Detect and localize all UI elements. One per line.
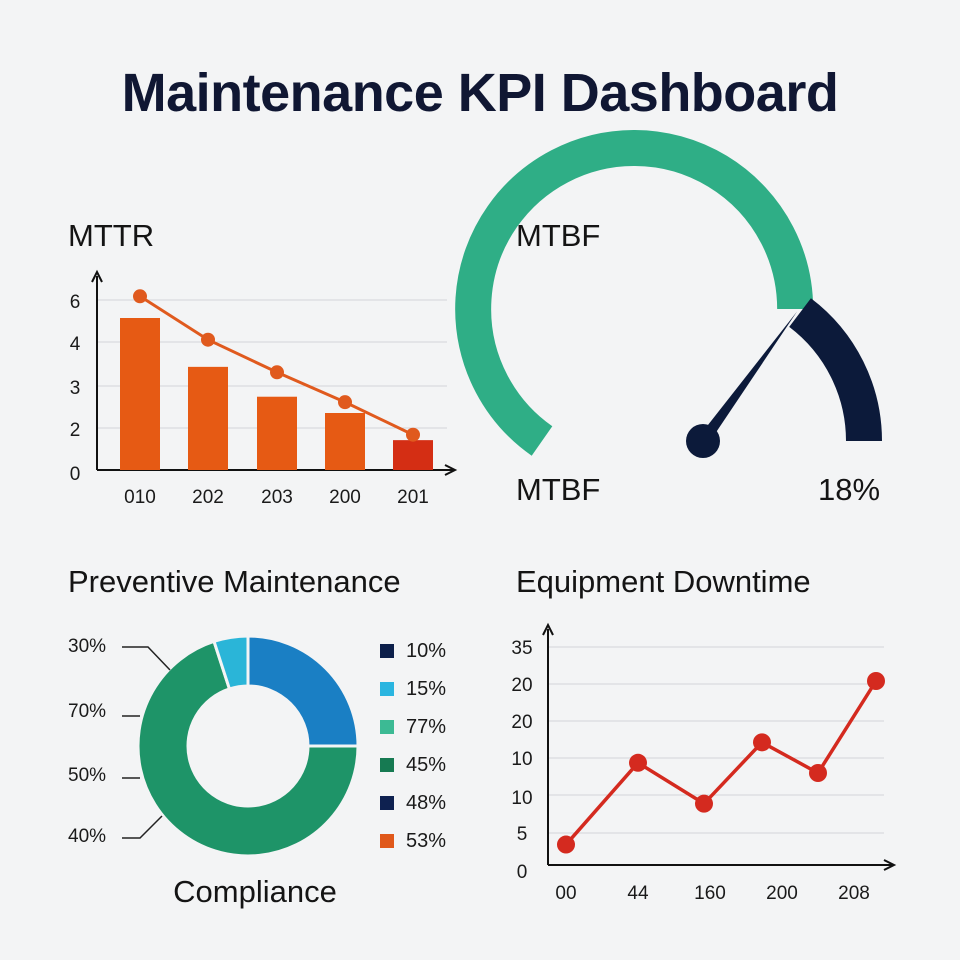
mttr-chart: 6 4 3 2 0 010 202 203 200 201	[70, 269, 458, 508]
mttr-bar	[188, 366, 228, 470]
legend-item: 10%	[380, 632, 446, 670]
x-tick-label: 00	[555, 883, 576, 904]
legend-label: 45%	[406, 753, 447, 776]
x-axis-arrow	[883, 859, 897, 871]
mttr-trend-point	[201, 332, 215, 347]
legend-label: 48%	[406, 791, 447, 814]
x-tick-label: 201	[397, 487, 429, 508]
downtime-point	[753, 733, 771, 752]
preventive-donut	[122, 634, 360, 858]
x-tick-label: 203	[261, 487, 293, 508]
x-tick-label: 200	[766, 883, 798, 904]
y-tick-label: 5	[517, 824, 528, 845]
legend-item: 48%	[380, 784, 446, 822]
gauge-segment	[788, 298, 882, 442]
gauge-segment	[455, 129, 814, 456]
x-tick-label: 010	[124, 487, 156, 508]
legend-item: 53%	[380, 822, 446, 860]
mttr-bar	[120, 318, 160, 470]
y-tick-label: 0	[517, 862, 528, 883]
preventive-title: Preventive Maintenance	[68, 564, 401, 599]
mtbf-percent: 18%	[818, 472, 881, 507]
legend-label: 10%	[406, 639, 447, 662]
legend-item: 45%	[380, 746, 446, 784]
donut-slice	[246, 634, 360, 748]
leader-line	[122, 815, 163, 839]
legend-swatch	[380, 796, 394, 810]
pie-side-label: 30%	[68, 636, 107, 657]
gauge-hub	[686, 424, 720, 458]
y-tick-label: 20	[511, 712, 532, 733]
y-tick-label: 20	[511, 675, 532, 696]
legend-swatch	[380, 720, 394, 734]
y-tick-label: 10	[511, 749, 532, 770]
mttr-title: MTTR	[68, 218, 155, 253]
mttr-trend-point	[406, 427, 420, 442]
preventive-legend: 10% 15% 77% 45% 48% 53%	[380, 632, 446, 860]
legend-swatch	[380, 758, 394, 772]
y-tick-label: 4	[70, 334, 81, 355]
leader-line	[122, 646, 171, 671]
x-axis-arrow	[444, 464, 458, 476]
downtime-point	[629, 753, 647, 772]
y-tick-label: 3	[70, 378, 81, 399]
y-axis-arrow	[91, 269, 103, 283]
gauge-needle	[698, 311, 798, 445]
mttr-trend-point	[133, 289, 147, 304]
y-tick-label: 6	[70, 292, 81, 313]
x-tick-label: 44	[627, 883, 649, 904]
y-tick-label: 10	[511, 788, 532, 809]
pie-side-label: 70%	[68, 701, 107, 722]
downtime-point	[809, 764, 827, 782]
y-tick-label: 0	[70, 464, 81, 485]
downtime-point	[867, 672, 885, 690]
x-tick-label: 208	[838, 883, 870, 904]
dashboard-title: Maintenance KPI Dashboard	[121, 63, 839, 123]
downtime-point	[557, 835, 575, 854]
mtbf-label: MTBF	[516, 472, 601, 507]
mttr-bar	[393, 440, 433, 470]
downtime-point	[695, 794, 713, 813]
downtime-title: Equipment Downtime	[516, 564, 811, 599]
mtbf-title: MTBF	[516, 218, 601, 253]
legend-label: 53%	[406, 829, 447, 852]
y-tick-label: 2	[70, 420, 81, 441]
x-tick-label: 202	[192, 487, 224, 508]
mtbf-gauge	[455, 129, 882, 458]
legend-item: 77%	[380, 708, 446, 746]
pie-side-label: 50%	[68, 765, 107, 786]
compliance-label: Compliance	[173, 874, 337, 909]
pie-side-label: 40%	[68, 826, 107, 847]
mttr-trend-point	[270, 365, 284, 380]
x-tick-label: 160	[694, 883, 726, 904]
x-tick-label: 200	[329, 487, 361, 508]
legend-swatch	[380, 682, 394, 696]
donut-slice	[136, 639, 360, 858]
y-axis-arrow	[542, 622, 554, 636]
mttr-bar	[325, 413, 365, 470]
legend-item: 15%	[380, 670, 446, 708]
y-tick-label: 35	[511, 638, 532, 659]
legend-swatch	[380, 644, 394, 658]
legend-swatch	[380, 834, 394, 848]
mttr-bar	[257, 396, 297, 470]
mttr-trend-point	[338, 395, 352, 410]
legend-label: 15%	[406, 677, 447, 700]
downtime-line	[564, 680, 878, 846]
donut-slice	[212, 634, 250, 691]
legend-label: 77%	[406, 715, 447, 738]
